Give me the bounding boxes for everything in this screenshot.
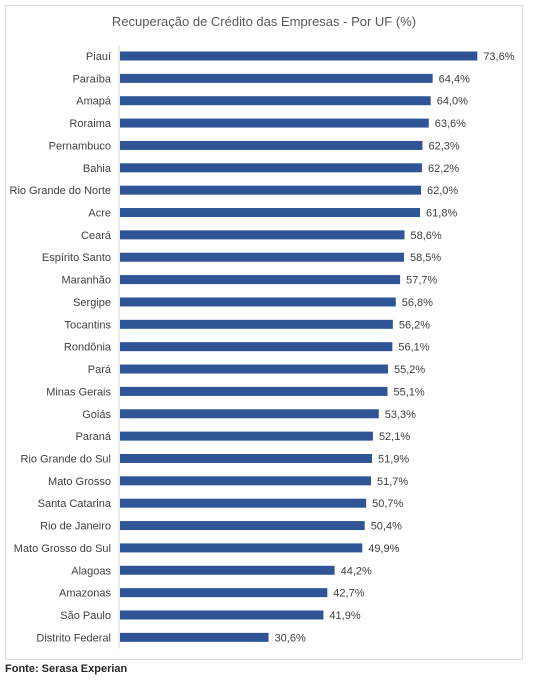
category-label: Amazonas	[59, 588, 111, 600]
bar	[120, 163, 422, 173]
data-label: 52,1%	[379, 431, 410, 443]
data-label: 62,2%	[428, 163, 459, 175]
category-label: Maranhão	[61, 275, 111, 287]
data-label: 50,4%	[371, 521, 402, 533]
data-label: 50,7%	[372, 498, 403, 510]
category-label: Ceará	[81, 230, 112, 242]
source-note: Fonte: Serasa Experian	[5, 663, 128, 675]
category-label: Paraná	[76, 431, 112, 443]
bar	[120, 252, 405, 262]
category-label: São Paulo	[60, 610, 111, 622]
data-label: 41,9%	[329, 610, 360, 622]
category-label: Santa Catarina	[38, 498, 112, 510]
data-label: 62,3%	[428, 140, 459, 152]
data-label: 56,1%	[398, 342, 429, 354]
category-label: Espírito Santo	[42, 252, 111, 264]
data-label: 56,8%	[402, 297, 433, 309]
category-label: Amapá	[76, 96, 112, 108]
bar	[120, 543, 363, 553]
bar	[120, 230, 405, 240]
category-label: Mato Grosso do Sul	[14, 543, 111, 555]
category-label: Mato Grosso	[48, 476, 111, 488]
category-label: Rio Grande do Sul	[21, 453, 112, 465]
data-label: 51,7%	[377, 476, 408, 488]
bar	[120, 185, 422, 195]
bar	[120, 498, 367, 508]
bar	[120, 342, 393, 352]
bar	[120, 51, 478, 61]
bar	[120, 96, 431, 106]
category-label: Alagoas	[71, 565, 111, 577]
category-label: Tocantins	[65, 319, 112, 331]
bar	[120, 364, 388, 374]
data-label: 42,7%	[333, 588, 364, 600]
data-label: 61,8%	[426, 208, 457, 220]
category-label: Piauí	[86, 51, 111, 63]
bar	[120, 565, 335, 575]
category-label: Bahia	[83, 163, 112, 175]
data-label: 30,6%	[275, 632, 306, 644]
data-label: 44,2%	[341, 565, 372, 577]
bar	[120, 73, 433, 83]
data-label: 51,9%	[378, 453, 409, 465]
category-label: Pará	[88, 364, 112, 376]
data-label: 56,2%	[399, 319, 430, 331]
category-label: Paraíba	[72, 73, 111, 85]
bar	[120, 632, 269, 642]
bar	[120, 386, 388, 396]
data-label: 55,2%	[394, 364, 425, 376]
data-label: 55,1%	[394, 386, 425, 398]
category-label: Rondônia	[64, 342, 112, 354]
bar	[120, 453, 372, 463]
data-label: 64,0%	[437, 96, 468, 108]
bar	[120, 275, 401, 285]
data-label: 53,3%	[385, 409, 416, 421]
bar	[120, 208, 421, 218]
bar	[120, 319, 393, 329]
data-label: 63,6%	[435, 118, 466, 130]
bar	[120, 476, 372, 486]
data-label: 58,6%	[411, 230, 442, 242]
bar	[120, 409, 379, 419]
data-label: 49,9%	[368, 543, 399, 555]
bar	[120, 588, 328, 598]
bar	[120, 297, 396, 307]
bar	[120, 140, 423, 150]
data-label: 62,0%	[427, 185, 458, 197]
category-label: Rio de Janeiro	[40, 521, 111, 533]
category-label: Minas Gerais	[46, 386, 111, 398]
data-label: 73,6%	[483, 51, 514, 63]
bar	[120, 118, 429, 128]
data-label: 64,4%	[439, 73, 470, 85]
bar	[120, 610, 324, 620]
category-label: Acre	[88, 208, 111, 220]
bar	[120, 431, 373, 441]
category-label: Roraima	[69, 118, 111, 130]
bar	[120, 521, 365, 531]
category-label: Distrito Federal	[36, 632, 111, 644]
category-label: Goiás	[82, 409, 111, 421]
data-label: 58,5%	[410, 252, 441, 264]
chart-title: Recuperação de Crédito das Empresas - Po…	[111, 14, 417, 29]
data-label: 57,7%	[406, 275, 437, 287]
category-label: Pernambuco	[49, 140, 111, 152]
category-label: Rio Grande do Norte	[10, 185, 112, 197]
category-label: Sergipe	[73, 297, 111, 309]
